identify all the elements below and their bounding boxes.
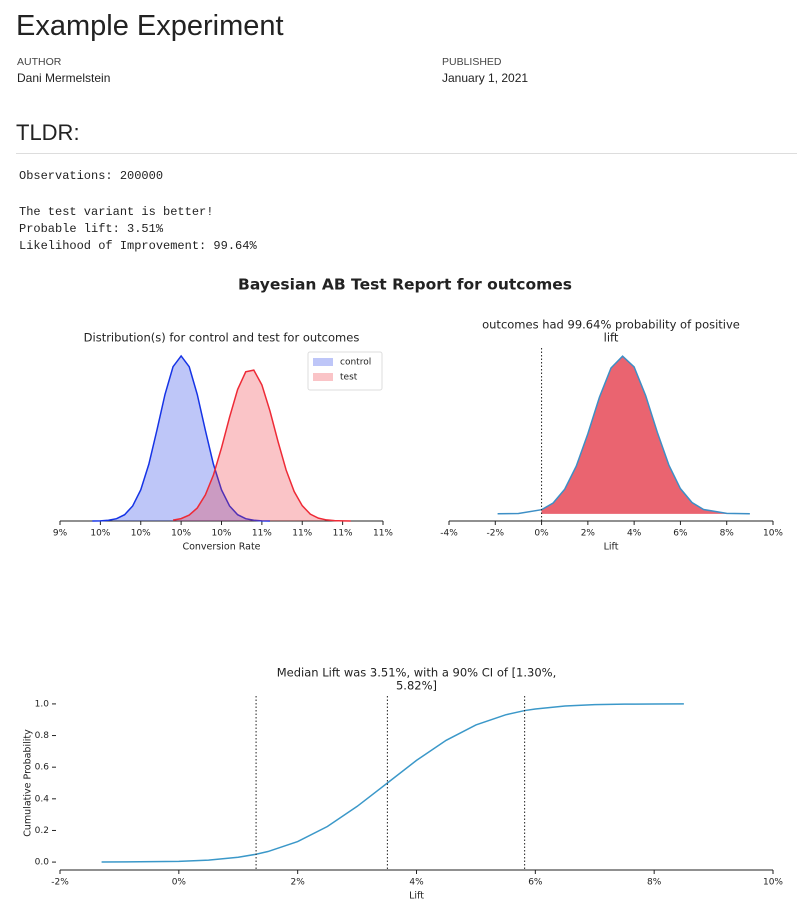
published-date: January 1, 2021 (442, 71, 529, 85)
x-axis-label: Lift (604, 542, 619, 553)
x-tick-label: 6% (528, 878, 543, 888)
chart-title: Distribution(s) for control and test for… (84, 331, 360, 345)
author: Dani Mermelstein (17, 71, 111, 85)
y-tick-label: 0.8 (35, 731, 50, 741)
area-fill (541, 356, 750, 514)
x-tick-label: 4% (409, 878, 424, 888)
x-tick-label: 6% (673, 529, 688, 539)
legend-swatch (313, 373, 333, 381)
x-tick-label: 10% (131, 529, 151, 539)
x-tick-label: 10% (211, 529, 231, 539)
series-line (101, 703, 684, 863)
y-tick-label: 0.0 (35, 858, 50, 868)
section-heading: TLDR: (16, 120, 80, 145)
figure-title: Bayesian AB Test Report for outcomes (238, 276, 572, 294)
area-fill (92, 355, 270, 521)
x-tick-label: 8% (720, 529, 735, 539)
legend-box (307, 351, 383, 391)
series-line (92, 354, 270, 522)
output-line: Observations: 200000 (19, 169, 164, 183)
x-tick-label: -2% (51, 878, 69, 888)
x-tick-label: 11% (252, 529, 272, 539)
output-line: The test variant is better! (19, 205, 214, 219)
chart-title: Median Lift was 3.51%, with a 90% CI of … (277, 666, 557, 680)
x-tick-label: 10% (763, 529, 783, 539)
author-label: AUTHOR (17, 56, 62, 68)
y-tick-label: 0.2 (35, 826, 49, 836)
y-axis-label: Cumulative Probability (23, 729, 34, 837)
output-line: Probable lift: 3.51% (19, 222, 164, 236)
legend-swatch (313, 358, 333, 366)
page-title: Example Experiment (16, 10, 284, 42)
x-axis-label: Lift (409, 891, 424, 902)
x-tick-label: -2% (487, 529, 505, 539)
divider (16, 153, 797, 154)
chart-title: lift (604, 331, 619, 345)
y-tick-label: 1.0 (35, 699, 50, 709)
x-tick-label: 9% (53, 529, 68, 539)
y-tick-label: 0.4 (35, 794, 50, 804)
x-tick-label: 0% (172, 878, 187, 888)
legend-label: test (340, 373, 358, 383)
series-line (172, 369, 351, 522)
x-tick-label: 2% (291, 878, 306, 888)
x-tick-label: 4% (627, 529, 642, 539)
x-tick-label: 11% (333, 529, 353, 539)
x-axis-label: Conversion Rate (182, 542, 260, 553)
x-tick-label: 10% (90, 529, 110, 539)
output-line: Likelihood of Improvement: 99.64% (19, 239, 257, 253)
x-tick-label: 11% (292, 529, 312, 539)
x-tick-label: 8% (647, 878, 662, 888)
chart-title: 5.82%] (396, 679, 437, 693)
x-tick-label: 10% (171, 529, 191, 539)
x-tick-label: 10% (763, 878, 783, 888)
x-tick-label: 0% (534, 529, 549, 539)
series-line (497, 355, 750, 515)
y-tick-label: 0.6 (35, 763, 50, 773)
x-tick-label: 2% (581, 529, 596, 539)
x-tick-label: -4% (440, 529, 458, 539)
x-tick-label: 11% (373, 529, 393, 539)
legend-label: control (340, 358, 371, 368)
area-fill (173, 370, 351, 521)
chart-title: outcomes had 99.64% probability of posit… (482, 318, 740, 332)
published-label: PUBLISHED (442, 56, 502, 68)
